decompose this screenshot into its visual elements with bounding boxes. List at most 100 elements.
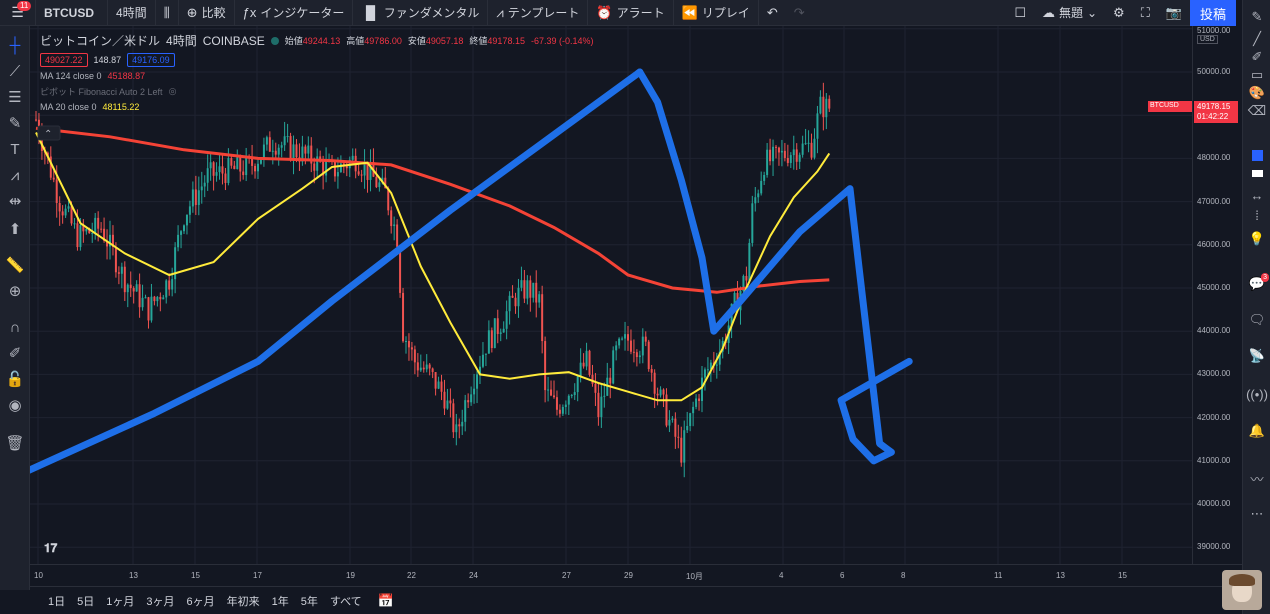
candle-down (114, 247, 117, 273)
text-tool[interactable]: T (0, 136, 30, 162)
width-tool[interactable]: ↔ (1243, 184, 1270, 206)
range-button[interactable]: 年初来 (226, 595, 260, 608)
menu-side-button[interactable]: ⋯ (1243, 503, 1270, 525)
rect-tool[interactable]: ▭ (1243, 64, 1270, 86)
delete-tool[interactable]: 🗑 (0, 430, 30, 456)
range-button[interactable]: 6ヶ月 (186, 595, 215, 608)
layout-name: 無題 (1058, 6, 1083, 20)
magnet-tool[interactable]: ∩ (0, 314, 30, 340)
palette-tool[interactable]: 🎨 (1243, 82, 1270, 104)
redo-button[interactable]: ↷ (786, 0, 813, 26)
measure-tool[interactable]: 📏 (0, 252, 30, 278)
candle-up (576, 376, 579, 393)
price-chart[interactable]: ⌃ (30, 26, 1192, 564)
calendar-icon[interactable]: 📅 (377, 592, 394, 608)
color-blue-swatch[interactable] (1243, 144, 1270, 166)
bid-price[interactable]: 49027.22 (40, 53, 88, 67)
ma20-label[interactable]: MA 20 close 0 (40, 102, 97, 112)
candle-up (585, 350, 588, 367)
candle-down (221, 166, 224, 174)
publish-button[interactable]: 投稿 (1190, 0, 1236, 26)
fullscreen-layout-button[interactable]: ☐ (1006, 0, 1034, 26)
brush-tool[interactable]: ✎ (0, 110, 30, 136)
compare-button[interactable]: ⊕ 比較 (179, 0, 235, 26)
avatar[interactable] (1222, 570, 1262, 610)
interval-button[interactable]: 4時間 (108, 0, 156, 26)
main-menu-button[interactable]: ☰ 11 (0, 0, 36, 26)
candle-down (111, 234, 114, 248)
templates-button[interactable]: ⩘ テンプレート (488, 0, 589, 26)
chart-type-button[interactable]: ⫼ (156, 0, 179, 26)
snapshot-button[interactable]: 📷 (1158, 0, 1190, 26)
candle-down (822, 96, 825, 118)
range-button[interactable]: 1年 (271, 595, 289, 608)
price-axis[interactable]: 51000.00 USD 50000.0049000.0048000.00470… (1148, 26, 1242, 564)
candle-down (541, 294, 544, 342)
pattern-side-button[interactable]: 〰 (1243, 467, 1270, 489)
pattern-tool[interactable]: ⩘ (0, 162, 30, 188)
ma124-line (35, 126, 830, 294)
lock-tool[interactable]: 🔓 (0, 366, 30, 392)
tradingview-logo[interactable]: 𝟏𝟕 (44, 541, 58, 555)
trendline-tool[interactable]: ⟋ (0, 58, 30, 84)
candle-up (692, 406, 695, 414)
comments-button[interactable]: 🗨 (1243, 309, 1270, 331)
streams-button[interactable]: 📡 (1243, 345, 1270, 367)
chart-legend: ビットコイン／米ドル 4時間 COINBASE 始値49244.13 高値497… (40, 32, 594, 116)
zoom-icon: ⊕ (8, 283, 22, 300)
ideas-button[interactable]: 💡 (1243, 228, 1270, 250)
ma124-label[interactable]: MA 124 close 0 (40, 71, 102, 81)
range-button[interactable]: 1ヶ月 (106, 595, 135, 608)
line-tool[interactable]: ╱ (1243, 28, 1270, 50)
zoom-tool[interactable]: ⊕ (0, 278, 30, 304)
visibility-tool[interactable]: ◉ (0, 392, 30, 418)
replay-button[interactable]: ⏪ リプレイ (674, 0, 759, 26)
range-button[interactable]: 5日 (77, 595, 95, 608)
undo-button[interactable]: ↶ (759, 0, 786, 26)
eye-hidden-icon[interactable]: ◎ (168, 86, 177, 96)
layout-name-button[interactable]: ☁ 無題 ⌄ (1034, 0, 1105, 26)
range-button[interactable]: すべて (329, 595, 362, 608)
candle-up (286, 136, 289, 138)
more-tool[interactable]: ⁞ (1243, 204, 1270, 226)
ma124-value: 45188.87 (107, 71, 146, 81)
stay-drawing-tool[interactable]: ✐ (0, 340, 30, 366)
brush-right-tool[interactable]: ✐ (1243, 46, 1270, 68)
currency-label[interactable]: USD (1197, 35, 1218, 44)
range-button[interactable]: 3ヶ月 (146, 595, 175, 608)
candle-up (185, 214, 188, 226)
fib-tool[interactable]: ☰ (0, 84, 30, 110)
candle-down (396, 224, 399, 247)
eraser-tool[interactable]: ⌫ (1243, 100, 1270, 122)
signal-button[interactable]: ((•)) (1243, 383, 1270, 405)
settings-button[interactable]: ⚙ (1105, 0, 1133, 26)
gear-icon: ⚙ (1113, 4, 1125, 20)
color-white-swatch[interactable] (1243, 162, 1270, 184)
notifications-button[interactable]: 🔔 (1243, 420, 1270, 442)
fib-pivot-label[interactable]: ピボット Fibonacci Auto 2 Left (40, 87, 163, 97)
time-axis[interactable]: 10 13 15 17 19 22 24 27 29 10月 4 6 8 11 13 15 (30, 564, 1242, 586)
alert-button[interactable]: ⏰ アラート (588, 0, 674, 26)
symbol-search-button[interactable]: BTCUSD (36, 0, 108, 26)
candle-down (422, 367, 425, 370)
candle-up (573, 392, 576, 396)
pencil-tool[interactable]: ✎ (1243, 6, 1270, 28)
prediction-tool[interactable]: ⇹ (0, 188, 30, 214)
replay-icon: ⏪ (681, 4, 698, 20)
arrow-tool[interactable]: ⬆ (0, 216, 30, 242)
candle-down (428, 364, 431, 369)
range-button[interactable]: 1日 (48, 595, 66, 608)
chats-button[interactable]: 💬 3 (1243, 273, 1270, 295)
ask-price[interactable]: 49176.09 (127, 53, 175, 67)
range-button[interactable]: 5年 (300, 595, 318, 608)
fundamentals-button[interactable]: ▐▌ ファンダメンタル (353, 0, 489, 26)
fullscreen-button[interactable]: ⛶ (1133, 0, 1158, 26)
candle-down (61, 211, 64, 216)
signal-icon: ((•)) (1246, 386, 1268, 402)
collapse-legend-button[interactable]: ⌃ (37, 125, 61, 141)
candle-up (165, 280, 168, 298)
candle-down (407, 341, 410, 348)
crosshair-tool[interactable]: ┼ (0, 32, 30, 58)
legend-interval: 4時間 (166, 34, 197, 48)
indicators-button[interactable]: ƒx インジケーター (235, 0, 354, 26)
